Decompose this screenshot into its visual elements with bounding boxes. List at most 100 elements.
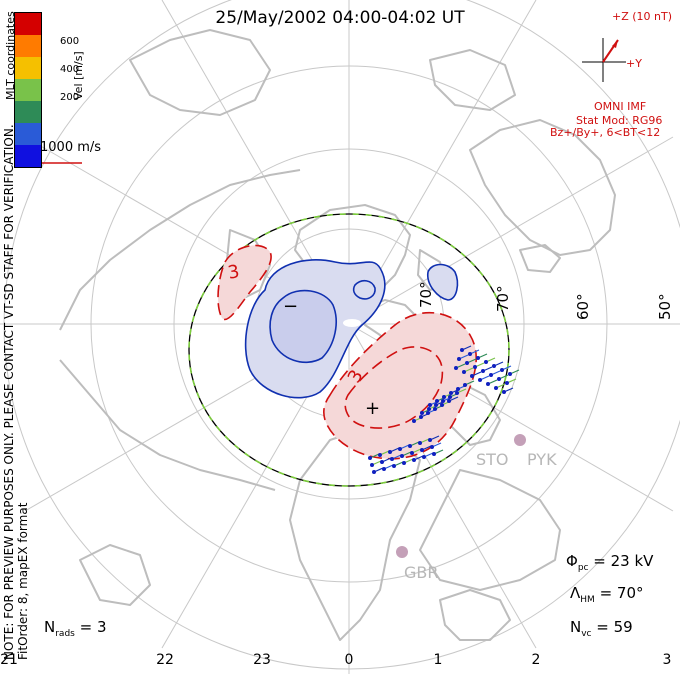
- positive-contour-upper: [217, 244, 272, 321]
- velocity-vector-origin: [449, 391, 453, 395]
- lambda-value: 70°: [616, 584, 644, 602]
- mlt-tick-23: 23: [253, 652, 271, 668]
- velocity-vector-origin: [497, 377, 501, 381]
- colorbar-segment: [15, 123, 41, 145]
- velocity-vector-origin: [468, 352, 472, 356]
- velocity-vector-origin: [492, 364, 496, 368]
- velocity-vector-origin: [462, 370, 466, 374]
- map-title: 25/May/2002 04:00-04:02 UT: [215, 8, 465, 28]
- velocity-vectors: [368, 345, 520, 474]
- negative-contour-small: [352, 279, 376, 300]
- station-markers: [396, 434, 526, 558]
- latitude-label-70: 70°: [417, 281, 435, 308]
- velocity-vector-origin: [484, 360, 488, 364]
- velocity-colorbar: [14, 12, 42, 168]
- colorbar-segment: [15, 35, 41, 57]
- potential-maximum-marker: +: [365, 398, 381, 419]
- velocity-vector-origin: [426, 411, 430, 415]
- velocity-vector-origin: [382, 467, 386, 471]
- negative-contour-right: [427, 263, 459, 301]
- fit-order-label: FitOrder: 8, mapEX format: [16, 502, 30, 660]
- phi-symbol: Φ: [566, 552, 578, 570]
- velocity-vector-origin: [432, 452, 436, 456]
- imf-stat-model: Stat Mod: RG96: [576, 114, 663, 127]
- velocity-vector-origin: [419, 415, 423, 419]
- velocity-vector-origin: [428, 438, 432, 442]
- mlt-tick-1: 1: [433, 652, 443, 668]
- imf-source-label: OMNI IMF: [594, 100, 647, 113]
- imf-dial: [582, 38, 626, 82]
- colorbar-segment: [15, 145, 41, 167]
- velocity-scale-arrow: [37, 161, 82, 165]
- colorbar-segment: [15, 101, 41, 123]
- station-label-pyk: PYK: [527, 450, 557, 469]
- vector-count: Nvc = 59: [570, 618, 633, 639]
- velocity-vector-origin: [434, 403, 438, 407]
- coordinates-label: MLT coordinates: [4, 11, 17, 100]
- colorbar-segment: [15, 13, 41, 35]
- velocity-vector-origin: [463, 383, 467, 387]
- velocity-vector-origin: [489, 373, 493, 377]
- mlt-tick-2: 2: [531, 652, 541, 668]
- lambda-subscript: HM: [580, 595, 595, 605]
- mlt-tick-0: 0: [344, 652, 354, 668]
- imf-y-label: +Y: [626, 57, 642, 70]
- latitude-label-70-right: 70°: [494, 285, 512, 312]
- velocity-vector-origin: [428, 403, 432, 407]
- velocity-vector-origin: [398, 447, 402, 451]
- velocity-vector-origin: [481, 369, 485, 373]
- velocity-vector-origin: [412, 458, 416, 462]
- velocity-vector-origin: [400, 454, 404, 458]
- velocity-vector-origin: [442, 395, 446, 399]
- phi-subscript: pc: [577, 563, 589, 573]
- heppner-maynard-boundary: [188, 213, 510, 487]
- velocity-vector-origin: [402, 461, 406, 465]
- positive-potential-cell: [217, 244, 478, 460]
- negative-potential-cell: [244, 259, 459, 399]
- colorbar-tick-400: 400: [60, 64, 80, 75]
- negative-contour-inner: [269, 289, 337, 364]
- nvc-symbol: N: [570, 618, 582, 636]
- velocity-vector-origin: [486, 382, 490, 386]
- velocity-vector-origin: [447, 399, 451, 403]
- velocity-vector-origin: [378, 453, 382, 457]
- colorbar-unit-label: Vel [m/s]: [72, 51, 85, 100]
- preview-note: NOTE: FOR PREVIEW PURPOSES ONLY. PLEASE …: [2, 124, 16, 660]
- velocity-vector-origin: [368, 456, 372, 460]
- vector-scale-label: 1000 m/s: [40, 140, 102, 155]
- velocity-vector-origin: [502, 390, 506, 394]
- imf-z-label: +Z (10 nT): [612, 10, 673, 23]
- velocity-vector-origin: [500, 368, 504, 372]
- velocity-vector-origin: [370, 463, 374, 467]
- latitude-label-50: 50°: [656, 293, 674, 320]
- colorbar-tick-200: 200: [60, 92, 80, 103]
- nvc-value: 59: [613, 618, 633, 636]
- colorbar-tick-600: 600: [60, 36, 80, 47]
- imf-condition: Bz+/By+, 6<BT<12: [550, 126, 661, 139]
- positive-contour-outer: [323, 311, 478, 460]
- velocity-vector-origin: [372, 470, 376, 474]
- velocity-vector-origin: [456, 387, 460, 391]
- velocity-vector-origin: [430, 445, 434, 449]
- nrads-subscript: rads: [55, 629, 75, 639]
- velocity-vector-origin: [508, 372, 512, 376]
- velocity-vector-origin: [408, 444, 412, 448]
- velocity-vector-origin: [494, 386, 498, 390]
- nrads-value: 3: [96, 618, 107, 636]
- velocity-vector-origin: [388, 450, 392, 454]
- velocity-vector-origin: [435, 399, 439, 403]
- phi-value: 23 kV: [610, 552, 654, 570]
- velocity-vector-origin: [412, 419, 416, 423]
- velocity-vector-origin: [440, 403, 444, 407]
- velocity-vector-origin: [476, 356, 480, 360]
- pole-marker: [343, 319, 361, 327]
- velocity-vector-origin: [454, 366, 458, 370]
- velocity-vector-origin: [457, 357, 461, 361]
- velocity-vector-origin: [427, 407, 431, 411]
- nrads-symbol: N: [44, 618, 56, 636]
- colorbar-segment: [15, 79, 41, 101]
- velocity-vector-origin: [390, 457, 394, 461]
- potential-minimum-marker: −: [283, 296, 299, 317]
- velocity-vector-origin: [460, 348, 464, 352]
